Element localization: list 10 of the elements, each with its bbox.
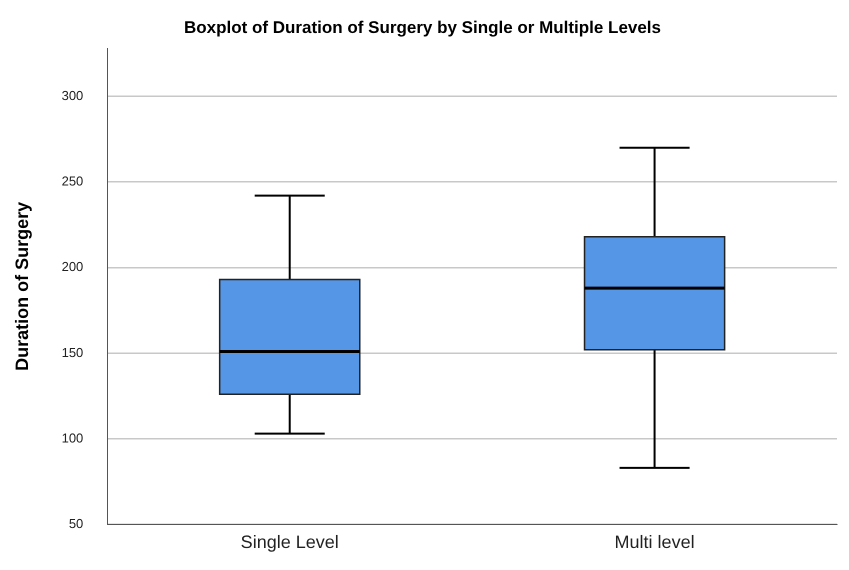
- y-tick-label: 50: [68, 516, 84, 531]
- x-tick-label: Multi level: [614, 532, 695, 552]
- y-tick-label: 300: [62, 88, 84, 103]
- y-tick-label: 150: [62, 344, 84, 360]
- x-tick-label: Single Level: [240, 532, 339, 552]
- y-tick-label: 250: [62, 174, 84, 189]
- y-axis-title: Duration of Surgery: [12, 202, 32, 371]
- y-tick-label: 100: [62, 430, 84, 446]
- chart-title: Boxplot of Duration of Surgery by Single or Multiple Levels: [184, 18, 661, 37]
- y-tick-label: 200: [62, 259, 84, 274]
